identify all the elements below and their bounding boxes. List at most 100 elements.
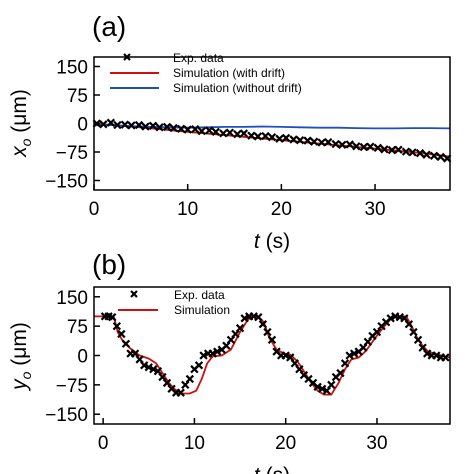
panel-b-ytick-label-1: 75: [67, 317, 88, 338]
legend-b-marker-exp: [130, 290, 138, 298]
panel-b-frame: [93, 286, 451, 425]
panel-a-xtick-label-2: 20: [271, 199, 292, 220]
panel-a-ytick-label-3: −75: [56, 143, 88, 164]
panel-a-data-point-30: [303, 136, 312, 145]
panel-a-ytick-label-1: 75: [67, 86, 88, 107]
panel-a-data-point-40: [373, 143, 383, 152]
panel-b-data-point-34: [254, 312, 263, 322]
panel-b-xlabel: t (s): [254, 464, 290, 474]
panel-a-data-point-2: [106, 118, 116, 127]
panel-a-data-point-48: [429, 151, 439, 160]
panel-a-data-point-18: [219, 129, 228, 138]
panel-b-label: (b): [92, 249, 126, 280]
panel-b-ytick-label-3: −75: [56, 376, 88, 397]
panel-b-xtick-label-3: 30: [366, 433, 387, 454]
panel-a-ytick-label-0: 150: [56, 58, 88, 79]
panel-a-ylabel: xo (μm): [8, 89, 34, 158]
panel-a-plot: [92, 118, 452, 163]
panel-b-data-point-75: [441, 353, 450, 362]
panel-b-data-point-25: [213, 347, 222, 356]
panel-a-data-point-45: [408, 148, 417, 157]
panel-a-axes: 0 10 20 30 150 75 0 −75 −150: [45, 58, 385, 221]
legend-a-marker-exp: [123, 53, 131, 61]
panel-a-xtick-label-1: 10: [177, 199, 198, 220]
panel-b-data-point-36: [263, 327, 272, 337]
panel-a-data-point-7: [141, 122, 150, 131]
panel-b-ytick-label-0: 150: [56, 288, 88, 309]
panel-a-data-point-22: [247, 131, 256, 140]
panel-b-legend: Exp. data Simulation: [118, 288, 230, 317]
panel-b-data-point-40: [281, 351, 290, 360]
panel-b-data-point-11: [149, 365, 158, 374]
panel-b-xtick-label-0: 0: [98, 433, 109, 454]
panel-b-xtick-label-1: 10: [184, 433, 205, 454]
panel-b-series-line-1: [94, 315, 451, 396]
panel-a-data-point-12: [176, 124, 186, 133]
panel-b-data-point-63: [386, 314, 395, 323]
panel-b-data-point-2: [108, 312, 117, 322]
panel-b-data-point-17: [176, 388, 185, 397]
panel-b-axes: 0 10 20 30 150 75 0 −75 −150: [45, 288, 387, 454]
panel-b-data-point-10: [144, 363, 153, 372]
panel-a-data-point-20: [233, 129, 242, 139]
legend-b-label-exp: Exp. data: [174, 288, 225, 302]
panel-a-data-point-3: [113, 120, 122, 130]
panel-a-data-point-16: [205, 126, 214, 135]
panel-b-ytick-label-2: 0: [77, 347, 88, 368]
panel-a-xtick-label-0: 0: [89, 199, 100, 220]
panel-b-data-point-9: [140, 361, 149, 370]
panel-b-data-point-71: [423, 349, 432, 358]
panel-a-data-point-27: [281, 133, 291, 143]
panel-a-data-point-36: [345, 140, 354, 149]
panel-a-data-point-49: [436, 152, 445, 162]
panel-a-data-point-44: [401, 147, 411, 156]
panel-a-data-point-23: [253, 132, 263, 141]
panel-b-data-point-35: [258, 320, 268, 329]
legend-a-label-drift: Simulation (with drift): [173, 66, 285, 80]
panel-b-plot: [94, 312, 451, 397]
panel-a-data-point-9: [155, 123, 164, 132]
panel-b-data-point-21: [194, 361, 204, 370]
panel-a-data-point-38: [359, 142, 368, 152]
panel-b-data-point-68: [409, 327, 418, 337]
panel-a-data-point-37: [352, 142, 361, 151]
legend-a-label-nodrift: Simulation (without drift): [173, 81, 302, 95]
panel-a-data-point-28: [289, 135, 298, 144]
panel-a-data-point-42: [387, 145, 397, 155]
panel-a-data-point-25: [267, 133, 277, 142]
panel-b-data-point-54: [345, 351, 354, 360]
panel-b-xtick-label-2: 20: [275, 433, 296, 454]
panel-a-ytick-label-2: 0: [77, 115, 88, 136]
panel-a-data-point-33: [324, 137, 333, 147]
panel-a-data-point-13: [183, 125, 192, 134]
panel-b-data-point-47: [313, 382, 322, 391]
panel-b-data-point-4: [117, 329, 126, 339]
panel-a-data-point-34: [331, 139, 340, 149]
panel-a-data-point-5: [127, 121, 136, 130]
legend-a-label-exp: Exp. data: [173, 51, 224, 65]
panel-b-ylabel: yo (μm): [8, 322, 34, 392]
panel-a-data-point-17: [211, 127, 220, 137]
panel-a-data-point-11: [169, 123, 178, 133]
panel-a-data-point-43: [394, 145, 403, 154]
panel-a-data-point-41: [380, 145, 389, 154]
legend-b-label-sim: Simulation: [174, 303, 230, 317]
panel-b-data-point-52: [336, 368, 345, 378]
panel-b-data-point-37: [267, 335, 277, 345]
panel-a-data-point-29: [295, 136, 305, 145]
panel-a-xlabel: t (s): [254, 230, 290, 253]
panel-a-data-point-8: [148, 121, 158, 130]
panel-a-data-point-10: [162, 122, 172, 132]
panel-a-legend: Exp. data Simulation (with drift) Simula…: [110, 51, 302, 95]
panel-a-data-point-26: [275, 134, 284, 143]
panel-a-data-point-15: [197, 126, 206, 136]
panel-b-data-point-55: [349, 349, 359, 358]
panel-b-data-point-48: [318, 384, 327, 393]
panel-a-data-point-35: [338, 140, 347, 149]
panel-a-data-point-24: [261, 131, 270, 141]
panel-a-data-point-19: [225, 128, 235, 137]
panel-a-data-point-21: [239, 129, 249, 138]
panel-b-data-point-19: [185, 374, 195, 384]
panel-b-data-point-53: [340, 359, 350, 368]
